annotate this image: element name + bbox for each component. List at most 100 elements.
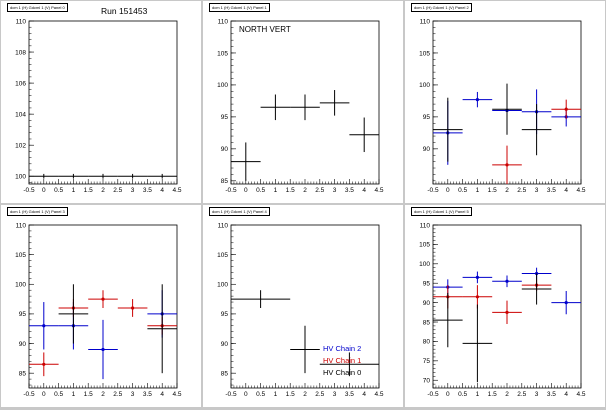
x-tick-label: 2.5 <box>517 391 526 398</box>
x-tick-label: 4 <box>160 391 164 398</box>
y-tick-label: 95 <box>19 311 27 318</box>
y-tick-label: 105 <box>217 252 228 259</box>
y-tick-label: 110 <box>16 18 27 25</box>
data-point <box>521 273 552 305</box>
y-tick-label: 110 <box>16 222 27 229</box>
x-tick-label: 3 <box>333 391 337 398</box>
point-marker <box>505 279 509 283</box>
legend-entry: HV Chain 2 <box>323 344 361 353</box>
x-tick-label: 3.5 <box>547 391 556 398</box>
y-tick-label: 95 <box>423 281 431 288</box>
y-tick-label: 90 <box>221 341 229 348</box>
x-tick-label: 0 <box>244 391 248 398</box>
x-tick-label: 3.5 <box>345 187 354 194</box>
data-point <box>462 271 493 284</box>
y-tick-label: 110 <box>218 18 229 25</box>
data-point <box>492 275 522 288</box>
y-tick-label: 90 <box>423 300 431 307</box>
point-marker <box>475 98 479 102</box>
x-tick-label: -0.5 <box>427 187 439 194</box>
point-marker <box>475 275 479 279</box>
y-tick-label: 104 <box>15 111 26 118</box>
y-tick-label: 95 <box>423 114 431 121</box>
x-tick-label: 4 <box>160 187 164 194</box>
x-tick-label: 0.5 <box>458 391 467 398</box>
data-point <box>147 284 177 374</box>
y-tick-label: 100 <box>217 82 228 89</box>
x-tick-label: 1 <box>274 391 278 398</box>
x-tick-label: 3 <box>535 187 539 194</box>
x-tick-label: 1 <box>476 187 480 194</box>
y-tick-label: 80 <box>423 339 431 346</box>
x-tick-label: -0.5 <box>23 391 35 398</box>
panel-title: dcm 1 (H) Gdcml 1 (V) Panel 5 <box>411 207 472 216</box>
x-tick-label: 1 <box>72 391 76 398</box>
x-tick-label: 0.5 <box>458 187 467 194</box>
x-tick-label: 2.5 <box>113 187 122 194</box>
x-tick-label: 3.5 <box>143 391 152 398</box>
x-tick-label: 2 <box>505 187 509 194</box>
data-point <box>290 325 320 374</box>
chart-svg: -0.5 0 0.5 1 1.5 2 2.5 3 3.5 4 4.5 85 90 95 100 105 110 H… <box>217 222 384 398</box>
x-tick-label: 4.5 <box>576 187 585 194</box>
x-tick-label: 0 <box>446 391 450 398</box>
data-point <box>462 285 493 309</box>
data-point <box>492 300 522 324</box>
x-tick-label: -0.5 <box>225 187 237 194</box>
panel-title: dcm 1 (H) Gdcml 1 (V) Panel 3 <box>7 207 68 216</box>
data-point <box>147 173 177 179</box>
data-point <box>319 352 379 377</box>
x-tick-label: 1.5 <box>488 187 497 194</box>
point-marker <box>505 163 509 167</box>
point-marker <box>505 310 509 314</box>
x-tick-label: -0.5 <box>225 391 237 398</box>
point-marker <box>101 347 105 352</box>
data-point <box>58 284 89 344</box>
x-tick-label: 1 <box>476 391 480 398</box>
x-tick-label: 3 <box>333 187 337 194</box>
point-marker <box>475 295 479 299</box>
x-tick-label: 0 <box>42 187 46 194</box>
x-tick-label: 3 <box>131 187 135 194</box>
chart-svg: -0.5 0 0.5 1 1.5 2 2.5 3 3.5 4 4.5 90 95 100 105 110 <box>419 18 586 194</box>
y-tick-label: 110 <box>420 222 431 229</box>
data-point <box>433 97 463 162</box>
plot-frame <box>28 20 178 185</box>
data-point <box>319 90 350 116</box>
x-tick-label: 4.5 <box>374 187 383 194</box>
data-point <box>433 292 463 348</box>
data-point <box>492 145 522 184</box>
x-tick-label: 2.5 <box>315 187 324 194</box>
x-tick-label: 3 <box>131 391 135 398</box>
point-marker <box>131 306 135 310</box>
chart-pad-4: dcm 1 (H) Gdcml 1 (V) Panel 4 -0.5 0 0.5 1 1.… <box>203 205 403 407</box>
x-tick-label: 0 <box>42 391 46 398</box>
y-tick-label: 110 <box>420 18 431 25</box>
x-tick-label: 1.5 <box>84 187 93 194</box>
x-tick-label: 0 <box>244 187 248 194</box>
data-point <box>88 290 118 308</box>
y-tick-label: 95 <box>221 114 229 121</box>
y-tick-label: 105 <box>419 242 430 249</box>
x-tick-label: 4.5 <box>172 187 181 194</box>
data-point <box>551 99 581 119</box>
chart-pad-2: dcm 1 (H) Gdcml 1 (V) Panel 2 -0.5 0 0.5 1 1.… <box>405 1 605 203</box>
data-point <box>349 117 379 153</box>
data-point <box>260 94 291 121</box>
legend-entry: HV Chain 1 <box>323 356 361 365</box>
chart-svg: -0.5 0 0.5 1 1.5 2 2.5 3 3.5 4 4.5 100 102 104 106 108 1… <box>15 6 182 194</box>
data-point <box>492 83 522 135</box>
panel-title: dcm 1 (H) Gdcml 1 (V) Panel 4 <box>209 207 270 216</box>
y-tick-label: 85 <box>19 370 27 377</box>
legend-entry: HV Chain 0 <box>323 368 361 377</box>
panel-title: dcm 1 (H) Gdcml 1 (V) Panel 0 <box>7 3 68 12</box>
data-point <box>521 104 552 156</box>
chart-svg: -0.5 0 0.5 1 1.5 2 2.5 3 3.5 4 4.5 85 90 95 100 105 110 N… <box>217 18 384 194</box>
x-tick-label: 2.5 <box>517 187 526 194</box>
data-point <box>29 302 59 350</box>
y-tick-label: 108 <box>15 49 26 56</box>
y-tick-label: 105 <box>419 50 430 57</box>
chart-pad-1: dcm 1 (H) Gdcml 1 (V) Panel 1 -0.5 0 0.5 1 1.… <box>203 1 403 203</box>
data-point <box>462 304 493 383</box>
y-tick-label: 100 <box>217 282 228 289</box>
